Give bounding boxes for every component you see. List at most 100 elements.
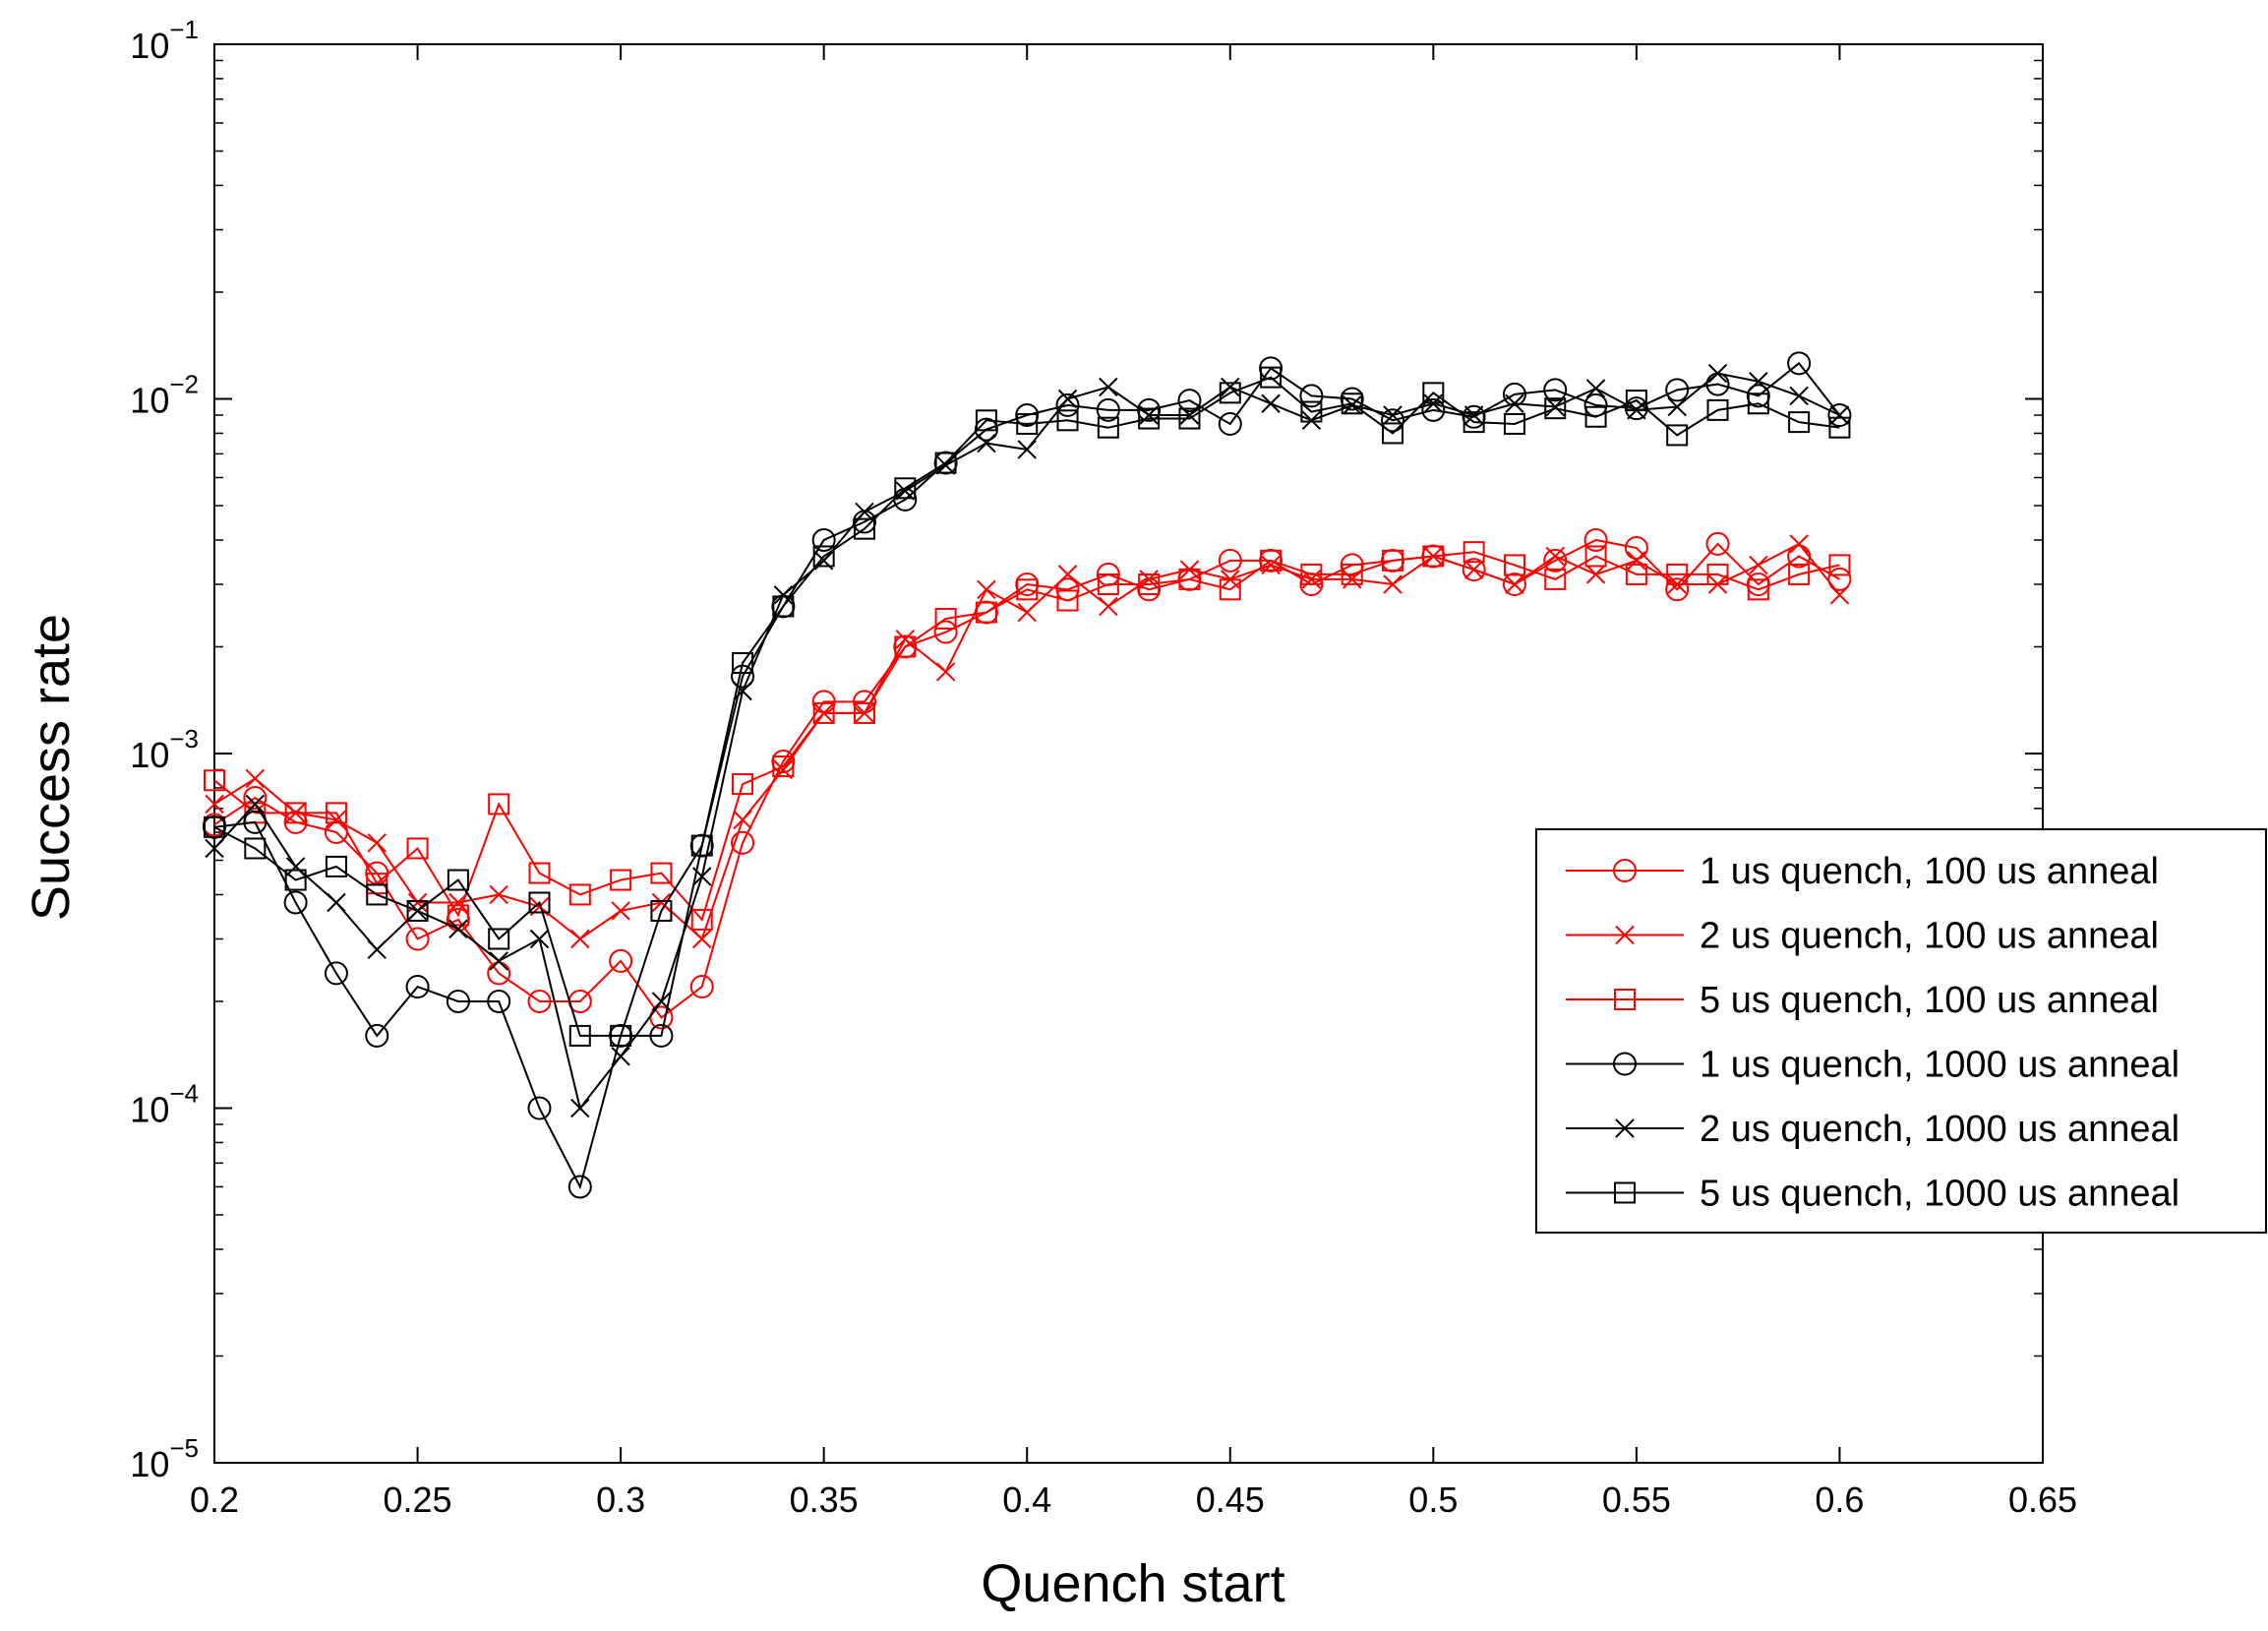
legend-marker — [1613, 1052, 1637, 1076]
x-tick-label: 0.5 — [1408, 1480, 1458, 1520]
data-point — [1057, 389, 1078, 409]
data-point — [895, 630, 915, 649]
data-point — [611, 901, 630, 921]
data-point — [773, 585, 794, 605]
data-point — [649, 1023, 674, 1048]
data-point — [528, 862, 551, 884]
data-point — [367, 833, 387, 853]
data-point — [1502, 382, 1526, 406]
data-point — [1827, 402, 1852, 427]
data-point — [1261, 393, 1281, 413]
data-point — [690, 908, 713, 931]
y-tick-label: 10−2 — [130, 370, 199, 421]
data-point — [853, 517, 875, 540]
data-point — [527, 1096, 552, 1120]
data-point — [205, 838, 224, 859]
data-point — [204, 816, 225, 838]
data-point — [1219, 382, 1241, 404]
data-point — [1706, 563, 1729, 585]
y-tick-label: 10−5 — [130, 1433, 199, 1484]
series-line — [213, 538, 1840, 1019]
data-point — [1789, 386, 1809, 406]
data-point — [1138, 573, 1161, 595]
data-point — [1462, 411, 1485, 434]
data-point — [568, 1024, 591, 1047]
data-point — [1260, 366, 1283, 389]
data-point — [812, 545, 835, 568]
data-point — [1747, 393, 1769, 415]
data-point — [447, 904, 469, 927]
data-point — [1178, 407, 1201, 430]
data-point — [1747, 578, 1769, 601]
data-point — [812, 701, 835, 724]
y-axis-label: Success rate — [22, 614, 81, 921]
x-tick-label: 0.6 — [1815, 1480, 1864, 1520]
data-point — [1584, 545, 1607, 568]
data-point — [1218, 411, 1242, 436]
data-point — [1016, 412, 1039, 435]
data-point — [1382, 422, 1404, 445]
data-point — [567, 1175, 592, 1199]
data-point — [1707, 363, 1728, 384]
data-point — [651, 892, 672, 913]
data-point — [527, 989, 552, 1013]
data-point — [1341, 393, 1363, 415]
data-point — [650, 862, 673, 884]
data-point — [1624, 535, 1648, 560]
data-point — [1625, 563, 1647, 585]
data-point — [772, 595, 795, 618]
data-point — [1055, 393, 1080, 417]
data-point — [1099, 596, 1118, 617]
legend-item: 1 us quench, 100 us anneal — [1566, 851, 2159, 892]
data-point — [1583, 527, 1608, 552]
data-point — [1706, 398, 1729, 421]
data-point — [732, 773, 754, 796]
data-point — [732, 651, 754, 674]
data-point — [446, 989, 470, 1013]
x-tick-label: 0.65 — [2008, 1480, 2077, 1520]
data-point — [447, 869, 469, 891]
legend-item: 1 us quench, 1000 us anneal — [1566, 1045, 2179, 1086]
data-point — [245, 794, 266, 815]
series-line — [213, 376, 1840, 1037]
legend-marker — [1615, 1118, 1635, 1138]
series-6 — [204, 366, 1851, 1047]
data-point — [610, 1024, 632, 1047]
data-point — [1705, 531, 1730, 556]
series-line — [213, 551, 1840, 922]
data-point — [1221, 377, 1240, 397]
data-point — [692, 929, 712, 949]
legend-marker — [1614, 989, 1636, 1010]
data-point — [1056, 409, 1079, 432]
x-tick-label: 0.25 — [384, 1480, 452, 1520]
data-point — [487, 961, 511, 986]
data-point — [811, 527, 836, 552]
legend-label: 1 us quench, 1000 us anneal — [1700, 1045, 2179, 1086]
data-point — [1383, 574, 1403, 594]
series-2 — [205, 534, 1850, 949]
legend-label: 5 us quench, 1000 us anneal — [1700, 1174, 2179, 1215]
data-point — [934, 607, 957, 630]
data-point — [611, 1047, 630, 1066]
data-point — [284, 802, 307, 824]
data-point — [1829, 405, 1850, 425]
data-point — [1099, 377, 1118, 397]
data-point — [529, 929, 550, 949]
data-point — [933, 620, 958, 644]
data-point — [853, 701, 875, 724]
data-point — [1057, 565, 1078, 584]
data-point — [285, 857, 306, 876]
data-point — [1382, 549, 1404, 572]
data-point — [733, 810, 752, 830]
series-3 — [204, 541, 1851, 931]
data-point — [1505, 393, 1524, 413]
data-point — [1097, 416, 1119, 439]
data-point — [568, 883, 591, 906]
data-point — [1462, 558, 1486, 582]
data-point — [977, 579, 996, 600]
data-point — [405, 927, 430, 951]
data-point — [1788, 563, 1811, 585]
data-point — [1219, 578, 1241, 601]
data-point — [1828, 416, 1851, 439]
